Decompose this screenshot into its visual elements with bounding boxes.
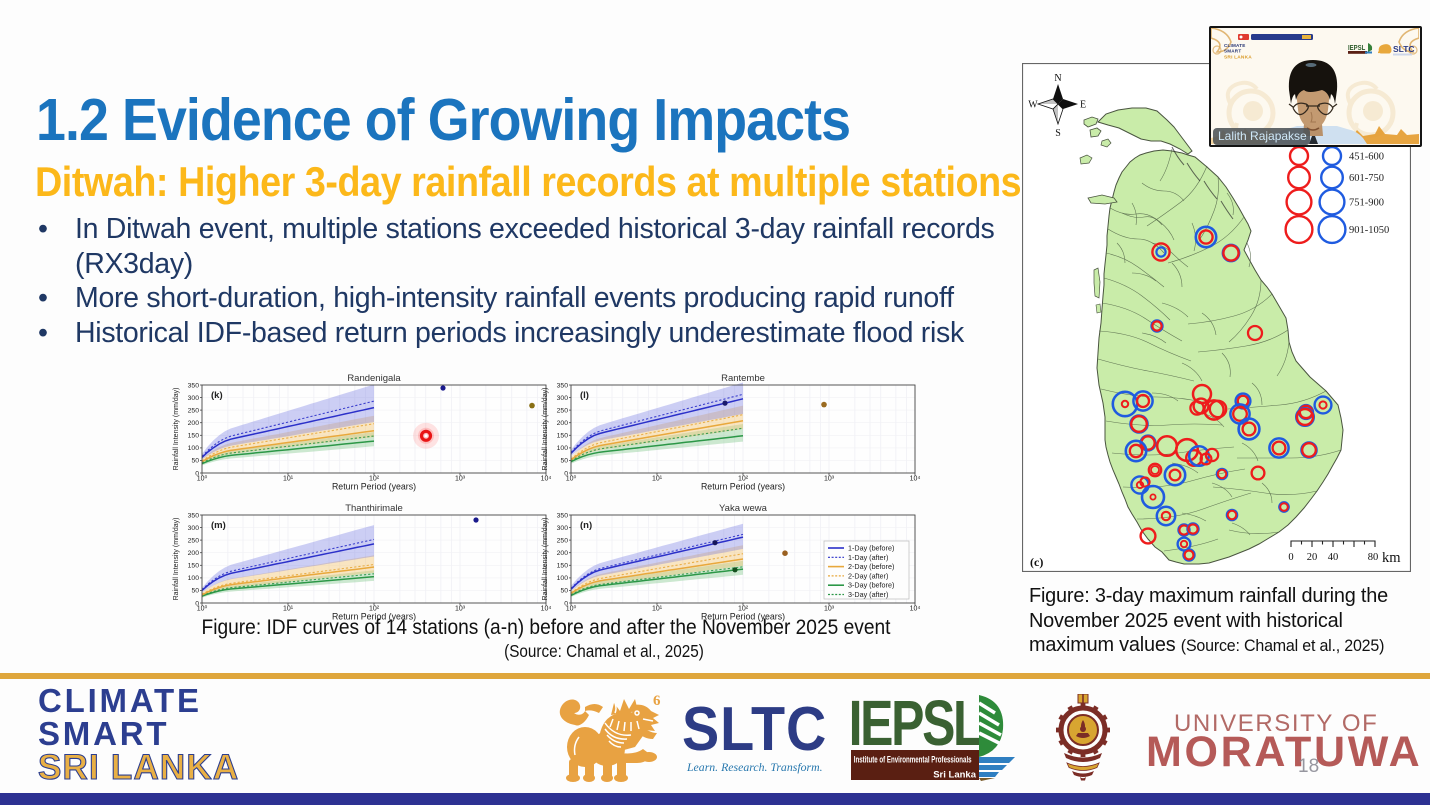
svg-text:10⁰: 10⁰ xyxy=(197,475,208,483)
svg-text:Thanthirimale: Thanthirimale xyxy=(345,503,403,514)
svg-text:10¹: 10¹ xyxy=(283,606,294,613)
svg-text:(c): (c) xyxy=(1030,555,1043,569)
svg-text:(l): (l) xyxy=(580,390,589,401)
svg-text:Return Period (years): Return Period (years) xyxy=(701,482,785,492)
svg-text:300: 300 xyxy=(188,395,200,402)
svg-text:10¹: 10¹ xyxy=(652,476,663,483)
svg-text:Rainfall Intensity (mm/day): Rainfall Intensity (mm/day) xyxy=(173,518,180,601)
svg-text:10⁴: 10⁴ xyxy=(541,476,552,483)
svg-text:250: 250 xyxy=(188,537,200,544)
svg-text:0: 0 xyxy=(564,600,568,607)
svg-text:300: 300 xyxy=(188,525,200,532)
svg-text:E: E xyxy=(1080,100,1086,111)
svg-text:Yaka wewa: Yaka wewa xyxy=(719,503,768,514)
svg-text:(m): (m) xyxy=(211,520,226,531)
svg-text:Return Period (years): Return Period (years) xyxy=(701,612,785,622)
svg-text:200: 200 xyxy=(188,550,200,557)
svg-text:250: 250 xyxy=(188,407,200,414)
svg-text:100: 100 xyxy=(557,575,569,582)
svg-text:SRI LANKA: SRI LANKA xyxy=(1224,55,1252,61)
svg-text:150: 150 xyxy=(188,433,200,440)
svg-text:S: S xyxy=(1055,128,1061,139)
svg-text:Return Period (years): Return Period (years) xyxy=(332,612,416,622)
svg-text:10²: 10² xyxy=(738,606,749,613)
svg-text:300: 300 xyxy=(557,525,569,532)
svg-text:(n): (n) xyxy=(580,520,592,531)
svg-text:10⁴: 10⁴ xyxy=(910,476,921,483)
svg-text:N: N xyxy=(1054,73,1061,84)
svg-text:10⁰: 10⁰ xyxy=(566,475,577,483)
svg-text:601-750: 601-750 xyxy=(1349,173,1384,184)
svg-text:451-600: 451-600 xyxy=(1349,152,1384,163)
svg-text:350: 350 xyxy=(188,512,200,519)
svg-text:Rantembe: Rantembe xyxy=(721,373,765,384)
svg-text:40: 40 xyxy=(1328,552,1339,563)
svg-text:150: 150 xyxy=(188,563,200,570)
svg-text:IEPSL: IEPSL xyxy=(1348,44,1365,52)
svg-text:Rainfall Intensity (mm/day): Rainfall Intensity (mm/day) xyxy=(173,388,180,471)
svg-text:10⁰: 10⁰ xyxy=(566,605,577,613)
svg-text:6: 6 xyxy=(653,693,661,709)
svg-text:0: 0 xyxy=(195,600,199,607)
svg-text:2-Day (before): 2-Day (before) xyxy=(848,562,894,571)
svg-text:IEPSL: IEPSL xyxy=(851,693,983,759)
svg-text:km: km xyxy=(1382,550,1401,566)
svg-text:2-Day (after): 2-Day (after) xyxy=(848,571,888,580)
svg-text:350: 350 xyxy=(557,382,569,389)
svg-text:901-1050: 901-1050 xyxy=(1349,225,1389,236)
svg-text:(k): (k) xyxy=(211,390,223,401)
svg-text:150: 150 xyxy=(557,563,569,570)
svg-text:200: 200 xyxy=(188,420,200,427)
svg-text:3-Day (before): 3-Day (before) xyxy=(848,581,894,590)
svg-text:350: 350 xyxy=(188,382,200,389)
svg-text:20: 20 xyxy=(1307,552,1318,563)
svg-text:0: 0 xyxy=(1288,552,1293,563)
svg-text:10⁴: 10⁴ xyxy=(910,606,921,613)
svg-text:10⁰: 10⁰ xyxy=(197,605,208,613)
svg-text:1-Day (after): 1-Day (after) xyxy=(848,553,888,562)
svg-text:80: 80 xyxy=(1368,552,1379,563)
svg-text:100: 100 xyxy=(188,445,200,452)
svg-text:10⁴: 10⁴ xyxy=(541,606,552,613)
svg-text:300: 300 xyxy=(557,395,569,402)
svg-text:50: 50 xyxy=(560,458,568,465)
svg-text:Randenigala: Randenigala xyxy=(347,373,401,384)
svg-text:Rainfall Intensity (mm/day): Rainfall Intensity (mm/day) xyxy=(542,518,549,601)
svg-text:10²: 10² xyxy=(738,476,749,483)
svg-text:0: 0 xyxy=(195,470,199,477)
svg-text:100: 100 xyxy=(188,575,200,582)
svg-text:10³: 10³ xyxy=(824,476,835,483)
svg-text:751-900: 751-900 xyxy=(1349,198,1384,209)
svg-text:50: 50 xyxy=(191,458,199,465)
svg-text:Return Period (years): Return Period (years) xyxy=(332,482,416,492)
svg-text:10¹: 10¹ xyxy=(283,476,294,483)
svg-text:150: 150 xyxy=(557,433,569,440)
svg-text:3-Day (after): 3-Day (after) xyxy=(848,590,888,599)
svg-text:10²: 10² xyxy=(369,606,380,613)
svg-text:200: 200 xyxy=(557,550,569,557)
svg-text:SMART: SMART xyxy=(1224,49,1241,54)
svg-text:250: 250 xyxy=(557,407,569,414)
svg-text:50: 50 xyxy=(191,588,199,595)
svg-text:Institute of Environmental Pro: Institute of Environmental Professionals xyxy=(854,754,972,764)
svg-text:10³: 10³ xyxy=(455,606,466,613)
svg-text:200: 200 xyxy=(557,420,569,427)
svg-text:Sri Lanka: Sri Lanka xyxy=(933,770,976,781)
svg-text:10³: 10³ xyxy=(455,476,466,483)
svg-text:350: 350 xyxy=(557,512,569,519)
svg-text:10²: 10² xyxy=(369,476,380,483)
svg-text:SLTC: SLTC xyxy=(1393,44,1415,54)
svg-text:Rainfall Intensity (mm/day): Rainfall Intensity (mm/day) xyxy=(542,388,549,471)
svg-text:W: W xyxy=(1028,100,1038,111)
svg-text:10¹: 10¹ xyxy=(652,606,663,613)
svg-text:0: 0 xyxy=(564,470,568,477)
svg-text:100: 100 xyxy=(557,445,569,452)
svg-text:50: 50 xyxy=(560,588,568,595)
svg-text:250: 250 xyxy=(557,537,569,544)
svg-text:1-Day (before): 1-Day (before) xyxy=(848,544,894,553)
svg-text:CLIMATE: CLIMATE xyxy=(1224,43,1245,48)
svg-text:10³: 10³ xyxy=(824,606,835,613)
